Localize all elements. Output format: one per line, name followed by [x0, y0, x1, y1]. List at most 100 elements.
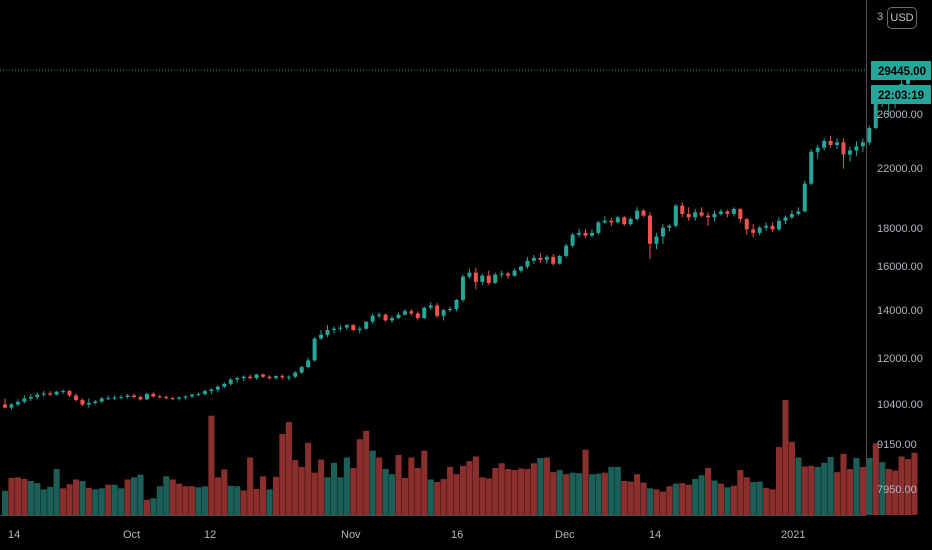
volume-bar — [434, 482, 441, 515]
candle-body — [725, 211, 730, 214]
candle — [364, 321, 369, 330]
candle-body — [99, 398, 104, 402]
candle — [370, 313, 375, 324]
candle-body — [415, 313, 420, 319]
candle-body — [828, 140, 833, 145]
volume-bar — [182, 486, 189, 515]
volume-bar — [66, 484, 73, 515]
time-axis[interactable]: 14 Oct 12 Nov 16 Dec 14 2021 — [8, 529, 805, 541]
candle-body — [132, 395, 136, 397]
volume-bar — [788, 441, 795, 515]
volume-bar — [105, 484, 112, 515]
candle — [390, 315, 394, 323]
candle-body — [280, 376, 285, 378]
candle-body — [635, 210, 640, 220]
candle-body — [770, 225, 775, 230]
candle-body — [190, 394, 195, 397]
candle — [757, 225, 762, 236]
volume-bar — [311, 472, 318, 515]
volume-bar — [389, 474, 396, 515]
price-candles — [3, 73, 917, 410]
candle-body — [3, 404, 7, 408]
volume-bar — [872, 443, 879, 515]
candle — [660, 224, 665, 244]
candle — [731, 207, 736, 217]
candle-body — [28, 396, 33, 399]
volume-bar — [840, 453, 847, 515]
candle — [331, 326, 336, 334]
candle — [138, 395, 143, 401]
volume-bar — [782, 400, 789, 515]
volume-bar — [530, 463, 537, 515]
volume-bar — [53, 469, 60, 515]
candle — [54, 391, 59, 396]
volume-bar — [750, 482, 757, 515]
candle — [9, 403, 14, 410]
candle-body — [628, 219, 633, 225]
candle — [828, 135, 833, 148]
price-tick: 14000.00 — [877, 305, 923, 317]
candle — [738, 208, 743, 223]
volume-bar — [60, 488, 67, 515]
candle — [777, 217, 781, 232]
candle — [686, 207, 691, 221]
currency-unit-button[interactable]: USD — [887, 7, 917, 29]
candle-body — [402, 311, 407, 315]
candle — [589, 229, 594, 238]
countdown-label: 22:03:19 — [878, 90, 924, 102]
volume-bar — [369, 450, 376, 515]
candle-body — [841, 142, 846, 155]
volume-bar — [492, 467, 499, 515]
countdown-label-bg — [871, 85, 931, 104]
candle-body — [112, 397, 117, 399]
candle-body — [370, 315, 375, 322]
candle — [222, 382, 227, 389]
candle — [377, 312, 382, 319]
candle — [325, 325, 330, 338]
volume-bar — [524, 469, 531, 515]
candle — [157, 394, 162, 399]
candle — [480, 273, 485, 285]
volume-bar — [247, 457, 254, 515]
candle-body — [67, 391, 72, 396]
candle — [261, 373, 265, 379]
candle — [802, 180, 807, 213]
candle — [319, 329, 324, 340]
volume-bar — [414, 467, 421, 515]
volume-bar — [240, 490, 247, 515]
candle-body — [796, 211, 801, 214]
candle — [822, 138, 827, 151]
volume-bar — [801, 466, 808, 515]
candle — [673, 204, 678, 228]
volume-bar — [337, 477, 344, 515]
last-price-label-bg — [871, 61, 931, 80]
volume-bar — [2, 490, 9, 515]
volume-bar — [698, 475, 705, 515]
candle-body — [93, 401, 98, 403]
volume-bar — [118, 488, 125, 515]
candle — [570, 232, 575, 248]
candle — [783, 215, 788, 225]
volume-bar — [292, 460, 299, 515]
volume-bar — [582, 449, 589, 515]
candle — [770, 222, 775, 233]
candle — [615, 215, 620, 224]
volume-bar — [176, 483, 183, 515]
volume-bar — [131, 477, 138, 515]
volume-bar — [634, 474, 641, 515]
candle-body — [544, 256, 549, 260]
price-tick: 22000.00 — [877, 163, 923, 175]
candle-body — [293, 372, 298, 377]
candle-body — [564, 245, 569, 256]
candle — [93, 399, 98, 405]
candle-body — [119, 396, 124, 398]
candle — [557, 255, 562, 265]
candle — [635, 207, 640, 221]
candle — [344, 323, 349, 330]
price-axis[interactable]: 3 26000.00 22000.00 18000.00 16000.00 14… — [871, 11, 931, 496]
candle-body — [680, 205, 685, 214]
volume-bar — [111, 484, 118, 515]
candle — [312, 337, 317, 362]
volume-bar — [14, 477, 21, 515]
